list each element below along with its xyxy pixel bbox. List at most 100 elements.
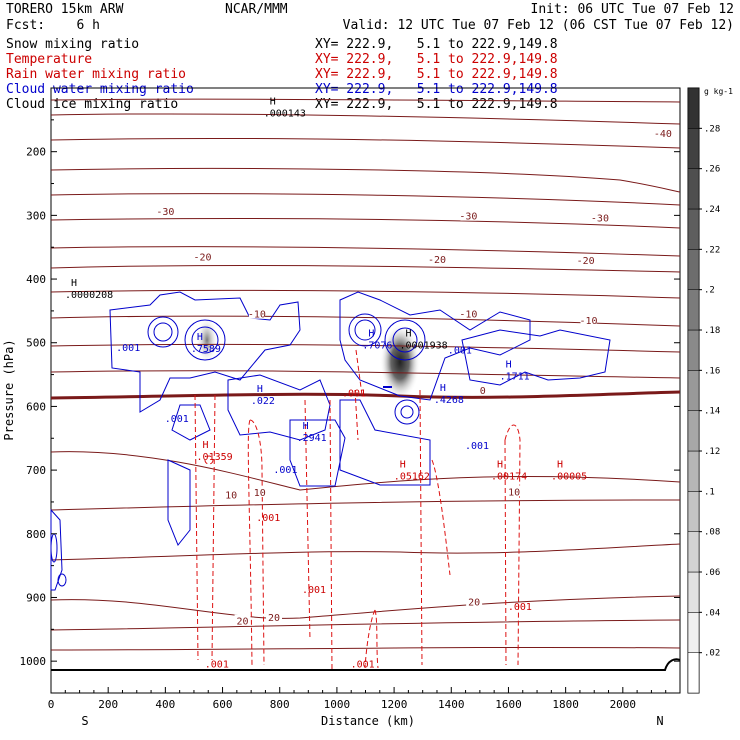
x-axis-left-end: S: [81, 714, 88, 728]
maximum-marker: H: [557, 459, 563, 470]
temperature-label-bg: [223, 488, 240, 500]
contour-label: .001: [302, 585, 326, 596]
maximum-value: .05162: [394, 471, 430, 482]
colorbar-tick-label: .14: [704, 407, 720, 417]
init-time: Init: 06 UTC Tue 07 Feb 12: [531, 2, 735, 17]
contour-label: .001: [342, 389, 366, 400]
model-title: TORERO 15km ARW: [6, 2, 124, 17]
temperature-label-bg: [248, 307, 265, 319]
maximum-value: .0000208: [65, 290, 113, 301]
temperature-label-bg: [591, 211, 608, 223]
temperature-label-bg: [428, 252, 445, 264]
temperature-label-bg: [474, 384, 491, 396]
temperature-label-bg: [466, 595, 483, 607]
temperature-label: 20: [268, 613, 280, 624]
temperature-label: -30: [591, 214, 609, 225]
y-tick-label: 600: [26, 400, 46, 413]
colorbar-tick-label: .08: [704, 528, 720, 538]
temperature-label: 10: [254, 488, 266, 499]
temperature-label: -20: [194, 252, 212, 263]
maximum-marker: H: [203, 440, 209, 451]
temperature-label: 0: [480, 386, 486, 397]
contour-label: .001: [165, 414, 189, 425]
colorbar-swatch: [687, 370, 700, 411]
maximum-value: .2941: [297, 433, 327, 444]
snow-shade-secondary: [196, 316, 218, 364]
colorbar-tick-label: .1: [704, 487, 715, 497]
colorbar-swatch: [687, 168, 700, 210]
temperature-label: -10: [459, 310, 477, 321]
field-labels: -40 -30 -30 -30 -20 -20 -20 -10 -10 -10 0 10 10 10 20 2…: [65, 96, 672, 670]
colorbar-swatch: [687, 329, 700, 371]
temperature-label: -40: [654, 129, 672, 140]
maximum-marker: H: [197, 332, 203, 343]
y-tick-label: 300: [26, 209, 46, 222]
temperature-label: -20: [577, 256, 595, 267]
maximum-marker: H: [406, 329, 412, 340]
temperature-label: 10: [225, 491, 237, 502]
maximum-value: .7589: [191, 344, 221, 355]
y-tick-label: 500: [26, 337, 46, 350]
y-tick-label: 1000: [20, 655, 47, 668]
maximum-marker: H: [497, 459, 503, 470]
x-tick-label: 400: [155, 698, 175, 711]
maximum-marker: H: [71, 278, 77, 289]
legend-xy-snow: XY= 222.9, 5.1 to 222.9,149.8: [315, 37, 558, 52]
maximum-marker: H: [257, 384, 263, 395]
colorbar-swatch: [687, 450, 700, 492]
colorbar-tick-label: .04: [704, 608, 720, 618]
x-tick-label: 1400: [438, 698, 465, 711]
colorbar-swatch: [687, 410, 700, 452]
cloud-water-contours: [50, 291, 611, 591]
x-tick-label: 1600: [495, 698, 522, 711]
temperature-label: -10: [248, 310, 266, 321]
temperature-label-bg: [251, 486, 268, 498]
y-tick-label: 800: [26, 528, 46, 541]
snow-shade-main: [380, 324, 420, 400]
colorbar-tick-label: .28: [704, 124, 720, 134]
y-tick-label: 700: [26, 464, 46, 477]
temperature-label: -30: [156, 207, 174, 218]
maximum-marker: H: [506, 359, 512, 370]
colorbar-tick-label: .22: [704, 245, 720, 255]
colorbar-swatch: [687, 249, 700, 290]
contour-label: .001: [116, 343, 140, 354]
colorbar-swatch: [687, 652, 700, 694]
maximum-marker: H: [303, 421, 309, 432]
x-tick-label: 800: [270, 698, 290, 711]
legend-label-snow: Snow mixing ratio: [6, 37, 139, 52]
colorbar-tick-label: .24: [704, 205, 720, 215]
y-tick-label: 200: [26, 146, 46, 159]
x-tick-label: 0: [48, 698, 55, 711]
contour-label: .001: [205, 659, 229, 670]
colorbar-tick-label: .18: [704, 326, 720, 336]
temperature-label-bg: [460, 307, 477, 319]
legend-xy-temperature: XY= 222.9, 5.1 to 222.9,149.8: [315, 52, 558, 67]
contour-label: .001: [273, 465, 297, 476]
legend-label-rain: Rain water mixing ratio: [6, 67, 186, 82]
contour-label: .001: [465, 441, 489, 452]
contour-label: .001: [448, 345, 472, 356]
colorbar: .02 .04 .06 .08 .1 .12 .14 .16 .18 .2 .22 .24 .26 .28: [687, 87, 720, 694]
colorbar-swatch: [687, 531, 700, 573]
temperature-label-bg: [654, 126, 671, 138]
y-tick-label: 400: [26, 273, 46, 286]
colorbar-swatch: [687, 289, 700, 331]
x-axis-label: Distance (km): [321, 714, 415, 728]
contour-label: .001: [508, 602, 532, 613]
colorbar-swatch: [687, 87, 700, 129]
rain-water-contours: [194, 349, 521, 671]
header: TORERO 15km ARW NCAR/MMM Init: 06 UTC Tu…: [6, 2, 734, 33]
temperature-label-bg: [460, 209, 477, 221]
y-axis-label: Pressure (hPa): [2, 339, 16, 440]
temperature-label-bg: [234, 614, 251, 626]
x-tick-label: 1200: [381, 698, 408, 711]
colorbar-swatch: [687, 612, 700, 653]
colorbar-tick-label: .06: [704, 568, 720, 578]
colorbar-swatch: [687, 491, 700, 532]
maximum-marker: H: [440, 383, 446, 394]
temperature-label: -30: [459, 212, 477, 223]
maximum-value: .7076: [362, 341, 392, 352]
temperature-label: 10: [508, 487, 520, 498]
temperature-label: 20: [237, 617, 249, 628]
